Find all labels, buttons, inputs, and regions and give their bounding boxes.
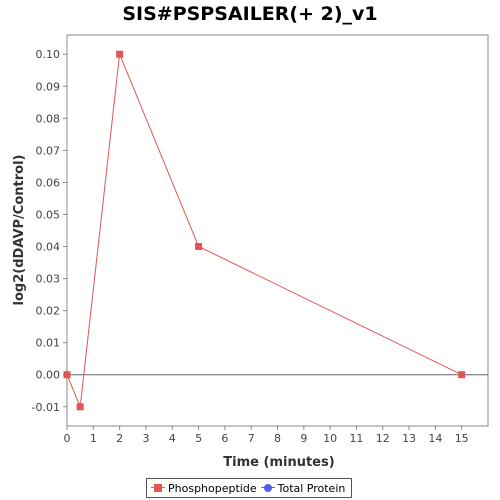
series-layer bbox=[63, 50, 466, 411]
data-point bbox=[116, 50, 124, 58]
legend-swatch-square-icon bbox=[151, 483, 165, 493]
x-tick-label: 13 bbox=[402, 432, 416, 445]
y-axis-title: log2(dDAVP/Control) bbox=[12, 155, 27, 306]
plot-area bbox=[66, 34, 489, 427]
x-tick-label: 15 bbox=[455, 432, 469, 445]
x-tick-label: 3 bbox=[142, 432, 149, 445]
x-tick-label: 0 bbox=[64, 432, 71, 445]
x-axis-ticks: 0 1 2 3 4 5 6 7 8 9 10 11 12 13 14 15 bbox=[64, 426, 469, 445]
x-tick-label: 7 bbox=[248, 432, 255, 445]
x-tick-label: 14 bbox=[428, 432, 442, 445]
x-tick-label: 1 bbox=[90, 432, 97, 445]
y-tick-label: 0.04 bbox=[36, 241, 61, 254]
x-tick-label: 12 bbox=[376, 432, 390, 445]
y-axis-ticks: -0.01 0.00 0.01 0.02 0.03 0.04 0.05 0.06 0.07 0.0… bbox=[32, 48, 67, 414]
x-tick-label: 2 bbox=[116, 432, 123, 445]
x-axis-title: Time (minutes) bbox=[223, 455, 334, 470]
y-tick-label: 0.05 bbox=[36, 208, 61, 221]
y-tick-label: 0.00 bbox=[36, 369, 61, 382]
legend: Phosphopeptide Total Protein bbox=[146, 478, 352, 498]
x-tick-label: 5 bbox=[195, 432, 202, 445]
y-tick-label: -0.01 bbox=[32, 401, 60, 414]
x-tick-label: 6 bbox=[221, 432, 228, 445]
legend-swatch-circle-icon bbox=[260, 483, 275, 493]
y-tick-label: 0.01 bbox=[36, 337, 61, 350]
x-tick-label: 8 bbox=[274, 432, 281, 445]
data-point bbox=[195, 243, 203, 251]
y-tick-label: 0.02 bbox=[36, 305, 61, 318]
legend-item-phosphopeptide: Phosphopeptide bbox=[151, 482, 257, 495]
x-tick-label: 10 bbox=[323, 432, 337, 445]
legend-label-phosphopeptide: Phosphopeptide bbox=[168, 481, 257, 495]
y-tick-label: 0.09 bbox=[36, 80, 61, 93]
legend-label-total-protein: Total Protein bbox=[277, 481, 346, 495]
legend-item-total-protein: Total Protein bbox=[260, 481, 346, 495]
x-tick-label: 4 bbox=[169, 432, 176, 445]
data-point bbox=[63, 371, 71, 379]
y-tick-label: 0.06 bbox=[36, 176, 61, 189]
y-tick-label: 0.03 bbox=[36, 273, 61, 286]
y-tick-label: 0.07 bbox=[36, 144, 61, 157]
y-tick-label: 0.10 bbox=[36, 48, 61, 61]
x-tick-label: 11 bbox=[349, 432, 363, 445]
y-tick-label: 0.08 bbox=[36, 112, 61, 125]
chart-title: SIS#PSPSAILER(+ 2)_v1 bbox=[122, 3, 378, 25]
data-point bbox=[76, 403, 84, 411]
x-tick-label: 9 bbox=[300, 432, 307, 445]
data-point bbox=[458, 371, 466, 379]
